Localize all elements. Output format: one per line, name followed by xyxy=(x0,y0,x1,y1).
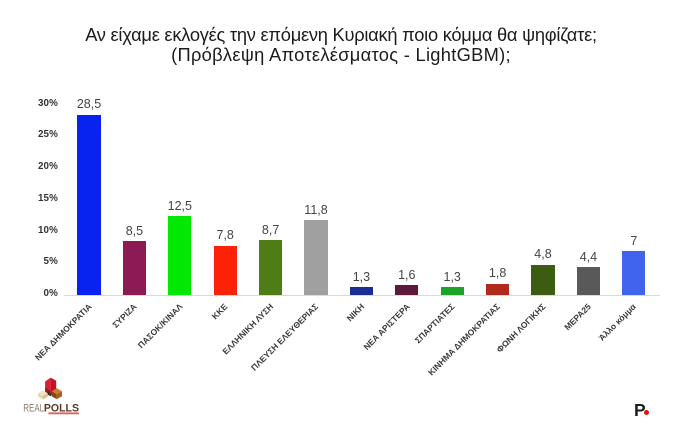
svg-text:POLLS: POLLS xyxy=(44,403,79,415)
svg-text:REAL: REAL xyxy=(23,403,44,415)
